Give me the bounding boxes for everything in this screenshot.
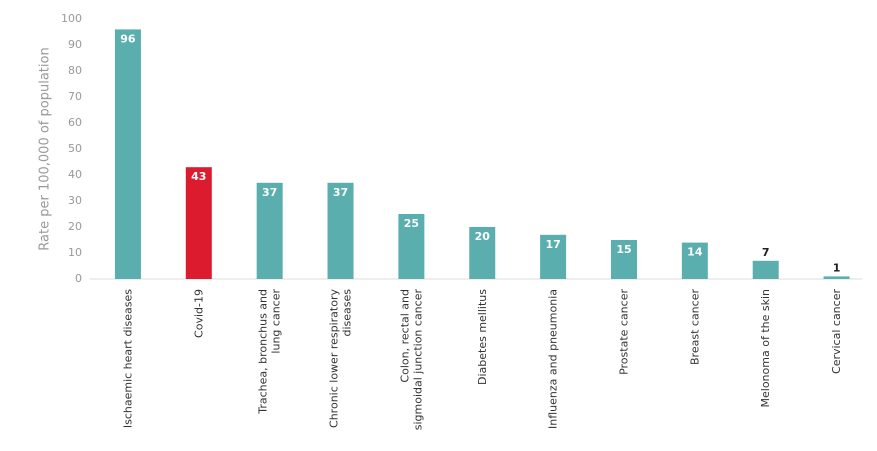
value-label: 96 bbox=[120, 32, 136, 45]
y-tick-label: 90 bbox=[68, 38, 82, 51]
bar bbox=[327, 182, 354, 279]
value-label: 7 bbox=[762, 246, 770, 259]
value-label: 14 bbox=[687, 246, 703, 259]
bar bbox=[114, 29, 141, 280]
x-tick-label: Prostate cancer bbox=[617, 289, 631, 375]
bar bbox=[185, 167, 212, 279]
x-tick-label: Melonoma of the skin bbox=[759, 289, 773, 408]
bar bbox=[469, 227, 496, 279]
y-tick-label: 60 bbox=[68, 116, 82, 129]
x-tick-label: Diabetes mellitus bbox=[475, 289, 489, 385]
value-label: 1 bbox=[833, 261, 841, 274]
value-label: 25 bbox=[404, 217, 419, 230]
y-tick-label: 0 bbox=[75, 272, 82, 285]
x-tick-label: Trachea, bronchus and lung cancer bbox=[256, 289, 283, 414]
bar bbox=[256, 182, 283, 279]
y-tick-label: 70 bbox=[68, 90, 82, 103]
bar bbox=[398, 214, 425, 279]
x-tick-label: Chronic lower respiratory diseases bbox=[327, 289, 354, 428]
y-tick-label: 20 bbox=[68, 220, 82, 233]
x-tick-label: Ischaemic heart diseases bbox=[121, 289, 135, 429]
bar bbox=[752, 260, 779, 279]
y-tick-label: 10 bbox=[68, 246, 82, 259]
y-tick-label: 40 bbox=[68, 168, 82, 181]
y-tick-label: 30 bbox=[68, 194, 82, 207]
x-tick-label: Cervical cancer bbox=[830, 289, 844, 374]
bar bbox=[823, 276, 850, 279]
bar bbox=[540, 234, 567, 279]
value-label: 17 bbox=[545, 238, 560, 251]
y-tick-label: 100 bbox=[61, 12, 82, 25]
y-axis-title: Rate per 100,000 of population bbox=[38, 47, 53, 250]
x-tick-label: Covid-19 bbox=[192, 289, 206, 338]
value-label: 15 bbox=[616, 243, 631, 256]
x-tick-label: Breast cancer bbox=[688, 289, 702, 365]
x-tick-label: Colon, rectal and sigmoidal junction can… bbox=[398, 289, 425, 431]
bar bbox=[681, 242, 708, 279]
value-label: 20 bbox=[475, 230, 491, 243]
x-tick-label: Influenza and pneumonia bbox=[546, 289, 560, 429]
y-tick-label: 80 bbox=[68, 64, 82, 77]
bar bbox=[610, 240, 637, 279]
y-tick-label: 50 bbox=[68, 142, 82, 155]
value-label: 43 bbox=[191, 170, 206, 183]
value-label: 37 bbox=[262, 186, 277, 199]
value-label: 37 bbox=[333, 186, 348, 199]
